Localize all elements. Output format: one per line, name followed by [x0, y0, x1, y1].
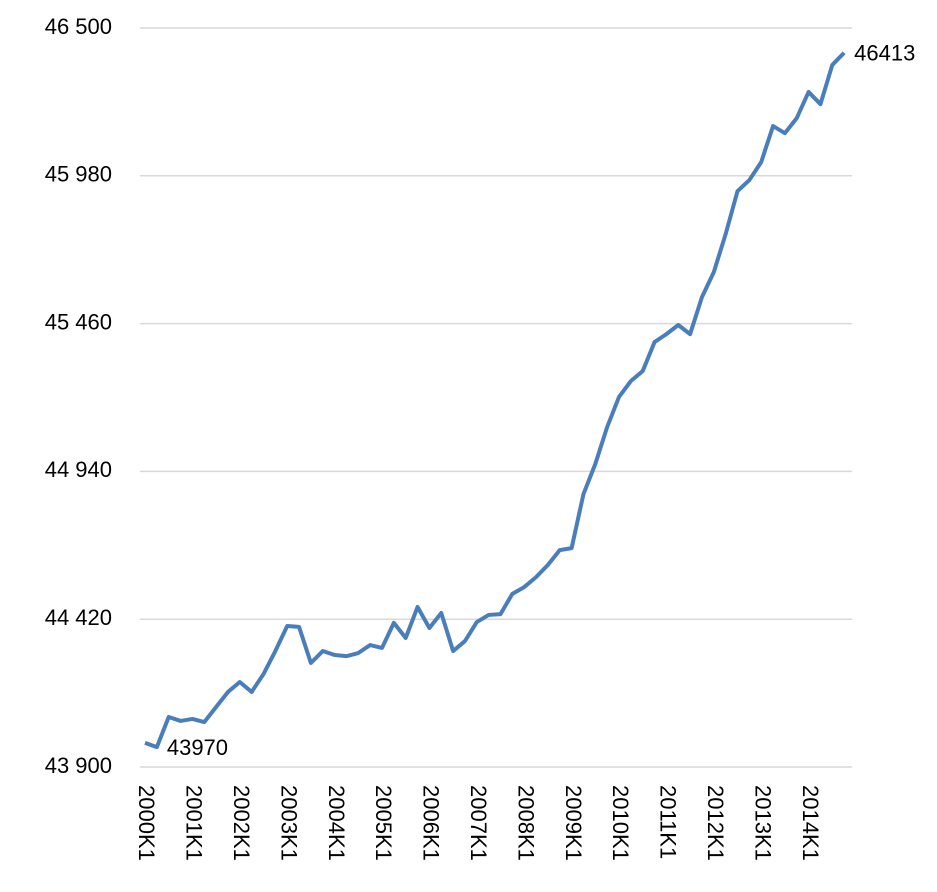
x-tick-label: 2006K1 [419, 785, 444, 861]
x-tick-label: 2012K1 [703, 785, 728, 861]
x-tick-label: 2008K1 [513, 785, 538, 861]
x-tick-label: 2001K1 [182, 785, 207, 861]
x-tick-label: 2010K1 [608, 785, 633, 861]
x-tick-label: 2014K1 [798, 785, 823, 861]
x-tick-label: 2009K1 [561, 785, 586, 861]
x-tick-label: 2002K1 [229, 785, 254, 861]
x-tick-label: 2000K1 [134, 785, 159, 861]
x-tick-label: 2004K1 [324, 785, 349, 861]
x-tick-label: 2013K1 [750, 785, 775, 861]
y-tick-label: 46 500 [45, 14, 112, 39]
x-tick-label: 2007K1 [466, 785, 491, 861]
y-tick-label: 43 900 [45, 753, 112, 778]
x-tick-label: 2005K1 [371, 785, 396, 861]
data-line [144, 51, 846, 750]
x-tick-label: 2011K1 [656, 785, 681, 859]
y-tick-label: 45 980 [45, 162, 112, 187]
y-tick-label: 44 420 [45, 605, 112, 630]
data-label: 43970 [167, 735, 228, 760]
y-tick-label: 45 460 [45, 309, 112, 334]
x-tick-label: 2003K1 [276, 785, 301, 861]
y-tick-label: 44 940 [45, 457, 112, 482]
data-label: 46413 [854, 41, 915, 66]
